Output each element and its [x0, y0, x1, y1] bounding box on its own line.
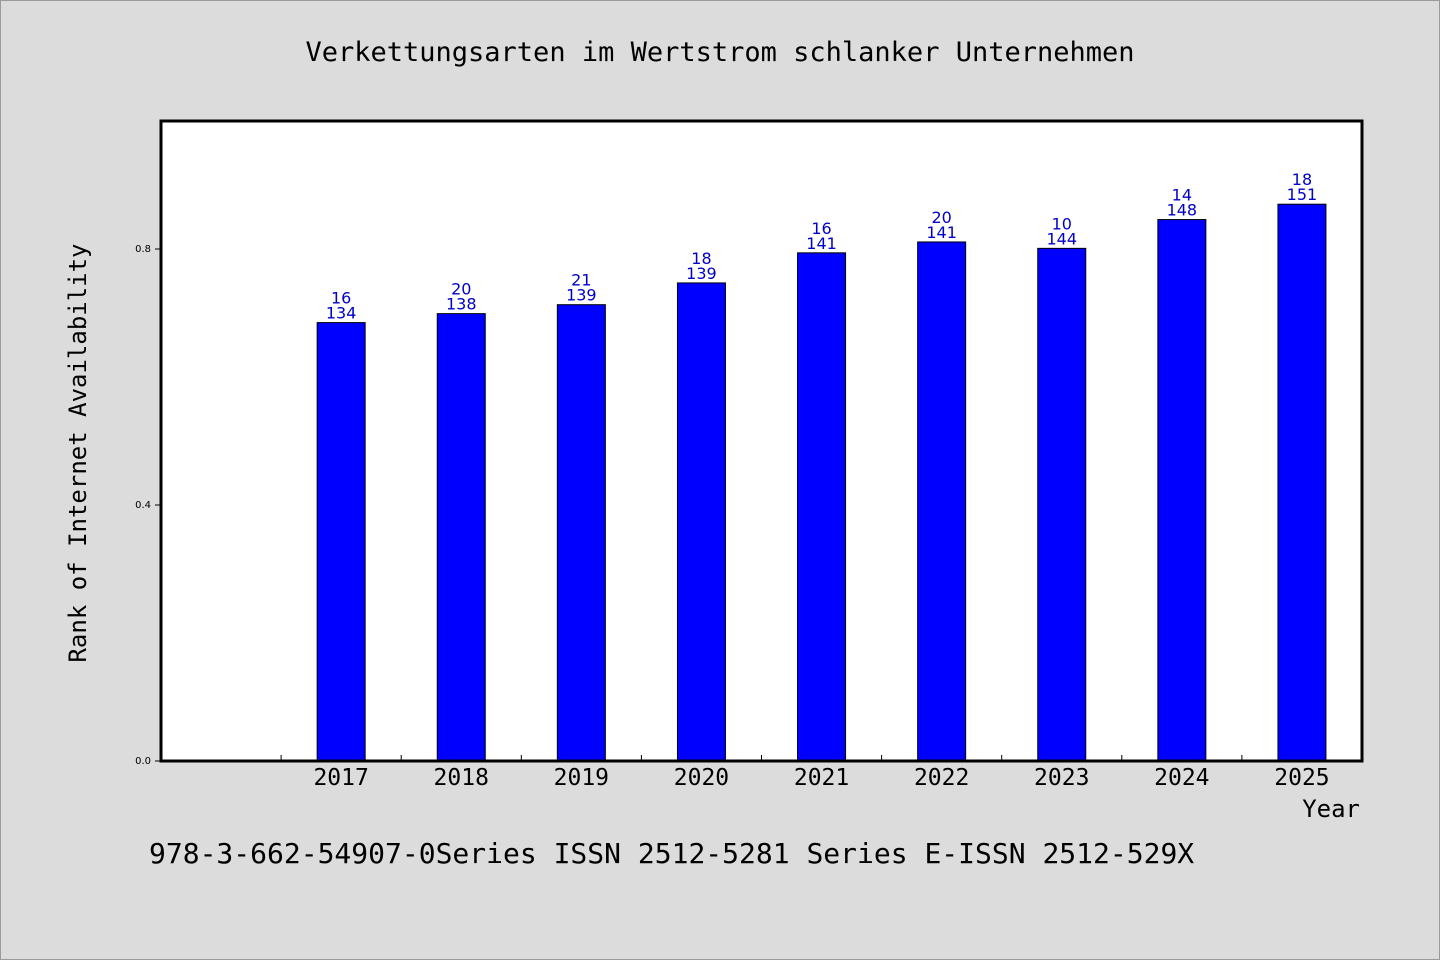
bar: [556, 304, 606, 762]
y-tick-label: 0.8: [135, 244, 151, 255]
x-tick-label: 2019: [554, 765, 609, 791]
bar: [436, 313, 486, 762]
bar: [1037, 247, 1087, 762]
plot-frame: [159, 119, 1364, 763]
bar-label-top: 20: [931, 208, 951, 227]
bar: [1157, 219, 1207, 762]
x-axis: 2017 2018 2019 2020 2021 2022 2023 2024 2025: [280, 755, 1363, 791]
bar: [316, 322, 366, 762]
bar-label-bottom: 151: [1287, 185, 1318, 204]
y-tick-label: 0.0: [135, 756, 151, 767]
bar-label-bottom: 141: [926, 223, 957, 242]
x-tick-label: 2024: [1154, 765, 1209, 791]
bar: [797, 252, 847, 762]
x-tick-label: 2020: [674, 765, 729, 791]
y-tick-label: 0.4: [135, 500, 151, 511]
bar-label-bottom: 139: [686, 264, 717, 283]
x-tick-label: 2021: [794, 765, 849, 791]
bar: [1277, 203, 1327, 762]
bar-label-top: 16: [331, 289, 351, 308]
bar-label-bottom: 134: [326, 304, 357, 323]
bar-label-bottom: 144: [1046, 229, 1077, 248]
bar-label-top: 10: [1052, 214, 1072, 233]
bar-label-top: 18: [1292, 170, 1312, 189]
bar: [917, 241, 967, 762]
bar-label-top: 16: [811, 219, 831, 238]
bar-label-bottom: 139: [566, 286, 597, 305]
bar: [676, 282, 726, 762]
y-axis: 0.0 0.4 0.8: [135, 244, 161, 767]
x-tick-label: 2018: [434, 765, 489, 791]
bar-label-bottom: 138: [446, 295, 477, 314]
x-tick-label: 2017: [313, 765, 368, 791]
x-tick-label: 2023: [1034, 765, 1089, 791]
bar-label-top: 20: [451, 280, 471, 299]
x-tick-label: 2025: [1274, 765, 1329, 791]
chart-title: Verkettungsarten im Wertstrom schlanker …: [305, 37, 1134, 68]
y-axis-label: Rank of Internet Availability: [64, 243, 92, 662]
x-axis-label: Year: [1302, 795, 1360, 823]
bar-label-bottom: 141: [806, 234, 837, 253]
bar-label-top: 14: [1172, 186, 1192, 205]
bar-label-bottom: 148: [1167, 201, 1198, 220]
footer-isbn-issn: 978-3-662-54907-0Series ISSN 2512-5281 S…: [149, 837, 1194, 870]
x-tick-label: 2022: [914, 765, 969, 791]
bar-label-top: 18: [691, 249, 711, 268]
bar-series: [316, 203, 1327, 762]
bar-label-top: 21: [571, 271, 591, 290]
